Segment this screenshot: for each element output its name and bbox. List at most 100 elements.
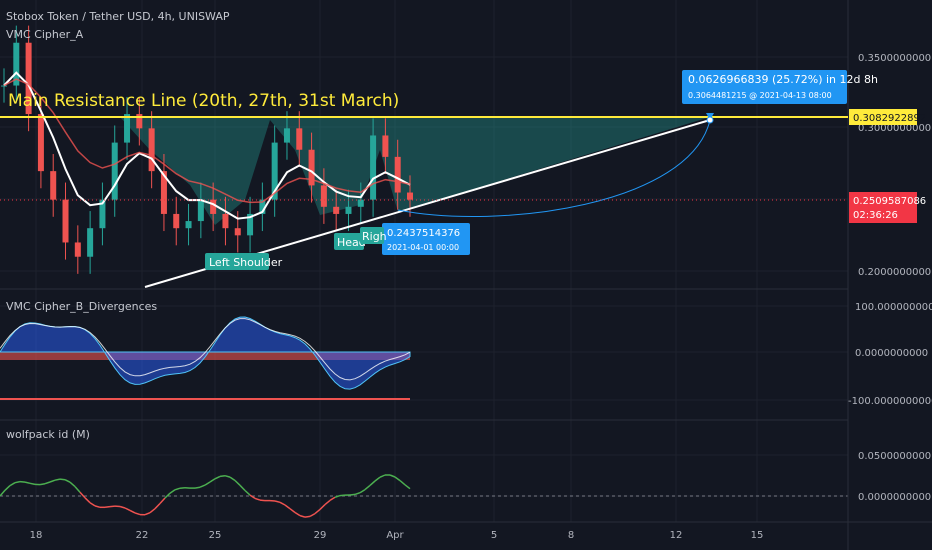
wolf-segment xyxy=(109,505,116,508)
wolf-segment xyxy=(134,512,141,516)
wolf-segment xyxy=(234,479,241,486)
projection-arc[interactable] xyxy=(397,119,711,217)
symbol-title[interactable]: Stobox Token / Tether USD, 4h, UNISWAP xyxy=(6,10,230,23)
wolf-segment xyxy=(104,505,111,509)
price-axis: 0.3500000000 0.3000000000 0.2000000000 0… xyxy=(849,53,931,278)
candle-body xyxy=(160,171,167,214)
wolf-segment xyxy=(14,480,21,484)
time-tick: 8 xyxy=(568,530,574,541)
candle-body xyxy=(271,142,278,200)
candle-body xyxy=(247,213,254,236)
wavetrend-signal xyxy=(0,318,411,381)
candle-body xyxy=(333,206,340,214)
price-tick: 0.3000000000 xyxy=(858,123,931,134)
wolf-segment xyxy=(199,484,206,488)
wolf-segment xyxy=(399,480,406,486)
osc-tick: -100.0000000000 xyxy=(848,396,932,407)
wolf-segment xyxy=(374,476,381,482)
time-tick: 5 xyxy=(491,530,497,541)
candle-body xyxy=(74,242,81,257)
candle-body xyxy=(99,199,106,229)
wolf-segment xyxy=(124,507,131,512)
wolf-segment xyxy=(69,481,76,488)
measure-main-text: 0.0626966839 (25.72%) in 12d 8h xyxy=(688,73,878,86)
wolf-segment xyxy=(0,489,6,497)
candle-body xyxy=(283,128,290,143)
oscillator-axis: 100.0000000000 0.0000000000 -100.0000000… xyxy=(848,302,932,407)
wolf-segment xyxy=(164,492,171,499)
pattern-fill xyxy=(120,117,710,225)
wolf-segment xyxy=(319,504,326,510)
wolf-segment xyxy=(4,485,11,491)
candle-body xyxy=(136,114,143,129)
cipher-b-oscillator xyxy=(0,316,411,400)
projection-point[interactable] xyxy=(706,116,714,124)
price-tick: 0.2000000000 xyxy=(858,267,931,278)
wolf-segment xyxy=(94,505,101,509)
wolf-segment xyxy=(299,514,306,518)
wolf-segment xyxy=(159,497,166,505)
wolf-segment xyxy=(214,475,221,480)
wolf-segment xyxy=(219,474,226,478)
candle-body xyxy=(62,199,69,243)
measure-label-box xyxy=(682,70,847,104)
indicator-c-title[interactable]: wolfpack id (M) xyxy=(6,428,90,441)
wolf-segment xyxy=(19,480,26,483)
candle-body xyxy=(124,114,131,143)
candle-body xyxy=(345,206,352,214)
candle-body xyxy=(111,142,118,200)
wolf-segment xyxy=(364,484,371,491)
wolf-segment xyxy=(229,476,236,482)
overlay-lines xyxy=(3,71,411,220)
indicator-a-title[interactable]: VMC Cipher_A xyxy=(6,28,84,41)
wolf-segment xyxy=(64,479,71,483)
candle-body xyxy=(37,114,44,172)
entry-label-box xyxy=(382,223,470,255)
candle-body xyxy=(185,221,192,229)
wolf-segment xyxy=(334,494,341,499)
pattern-cloud xyxy=(120,117,710,225)
right-shoulder-box xyxy=(360,227,384,244)
candle-body xyxy=(173,213,180,229)
ema-line xyxy=(3,71,411,220)
wolf-segment xyxy=(144,512,151,516)
time-tick: 15 xyxy=(751,530,764,541)
time-tick: Apr xyxy=(386,530,404,541)
wolf-segment xyxy=(44,481,51,485)
candle-body xyxy=(407,192,413,200)
time-tick: 18 xyxy=(30,530,43,541)
wolf-segment xyxy=(204,481,211,486)
candle-body xyxy=(13,42,20,86)
wolf-segment xyxy=(79,491,86,499)
wolf-segment xyxy=(389,474,396,478)
entry-price-text: 0.2437514376 xyxy=(387,228,460,239)
wolf-tick: 0.0000000000 xyxy=(858,492,931,503)
ma-line xyxy=(3,78,411,204)
wolf-segment xyxy=(284,504,291,510)
wolfpack-axis: 0.0500000000 0.0000000000 xyxy=(858,451,931,503)
time-tick: 22 xyxy=(136,530,149,541)
time-axis: 18 22 25 29 Apr 5 8 12 15 xyxy=(30,530,764,541)
candle-body xyxy=(259,199,266,214)
wolf-tick: 0.0500000000 xyxy=(858,451,931,462)
candle-body xyxy=(370,135,377,200)
entry-date-text: 2021-04-01 00:00 xyxy=(387,243,459,252)
wolf-segment xyxy=(249,494,256,500)
indicator-b-title[interactable]: VMC Cipher_B_Divergences xyxy=(6,300,158,313)
wolf-segment xyxy=(294,511,301,517)
candle-body xyxy=(1,85,7,87)
wolf-segment xyxy=(369,480,376,486)
osc-tick: 0.0000000000 xyxy=(855,348,928,359)
candle-body xyxy=(148,128,155,172)
wolf-segment xyxy=(29,482,36,486)
wolf-segment xyxy=(169,489,176,494)
head-label: Head xyxy=(337,236,366,249)
time-tick: 12 xyxy=(670,530,683,541)
wolf-segment xyxy=(39,482,46,486)
wolf-segment xyxy=(274,500,281,504)
wolf-segment xyxy=(84,497,91,504)
countdown-label: 02:36:26 xyxy=(853,210,898,221)
resistance-price-label: 0.3082922892 xyxy=(853,113,926,124)
wolf-segment xyxy=(289,508,296,514)
wolf-segment xyxy=(9,482,16,487)
